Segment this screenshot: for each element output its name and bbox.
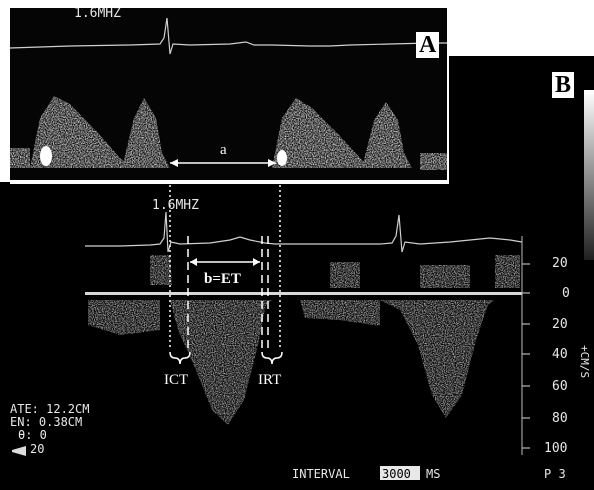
interval-text: INTERVAL xyxy=(292,467,350,481)
scale-tick-label: 80 xyxy=(552,411,568,426)
panel-label-a: A xyxy=(416,32,440,58)
left-margin xyxy=(0,0,10,182)
irt-label: IRT xyxy=(258,372,282,388)
interval-label-a: a xyxy=(220,142,227,158)
ecg-trace-a xyxy=(10,17,447,55)
top-margin xyxy=(0,0,594,8)
scale-tick-label: 20 xyxy=(552,317,568,332)
interval-value-box xyxy=(380,466,420,480)
interval-unit: MS xyxy=(426,467,441,481)
corner-label: P 3 xyxy=(544,467,566,481)
baseline xyxy=(85,292,522,295)
velocity-scale-ticks xyxy=(522,263,530,449)
scale-tick-label: 60 xyxy=(552,379,568,394)
irt-brace xyxy=(261,351,283,365)
scale-tick-label: 40 xyxy=(552,347,568,362)
info-gate: EN: 0.38CM xyxy=(10,415,83,429)
interval-value: 3000 xyxy=(382,467,411,481)
corner-margin xyxy=(447,0,594,56)
scale-tick-label: 100 xyxy=(544,441,568,456)
panel-label-b: B xyxy=(552,72,575,98)
doppler-panel-a: 1.6MHZ a A xyxy=(10,8,449,184)
scale-tick-label: 0 xyxy=(562,286,570,301)
scale-unit: +CM/S xyxy=(578,345,591,379)
panel-a-graphics xyxy=(10,17,447,182)
ict-brace xyxy=(169,351,191,365)
ict-label: ICT xyxy=(164,372,189,388)
info-angle: θ: 0 xyxy=(18,428,47,442)
et-label: b=ET xyxy=(204,271,241,287)
ecg-trace-b xyxy=(85,211,523,253)
doppler-spectra-a xyxy=(10,96,447,170)
freq-label-a: 1.6MHZ xyxy=(74,8,121,21)
freq-label-b: 1.6MHZ xyxy=(152,198,199,213)
doppler-spectra-b xyxy=(88,255,520,425)
scale-tick-label: 20 xyxy=(552,256,568,271)
probe-icon xyxy=(12,446,26,456)
grayscale-bar xyxy=(584,90,594,260)
info-filter: 20 xyxy=(30,442,45,456)
info-depth: ATE: 12.2CM xyxy=(10,402,90,416)
